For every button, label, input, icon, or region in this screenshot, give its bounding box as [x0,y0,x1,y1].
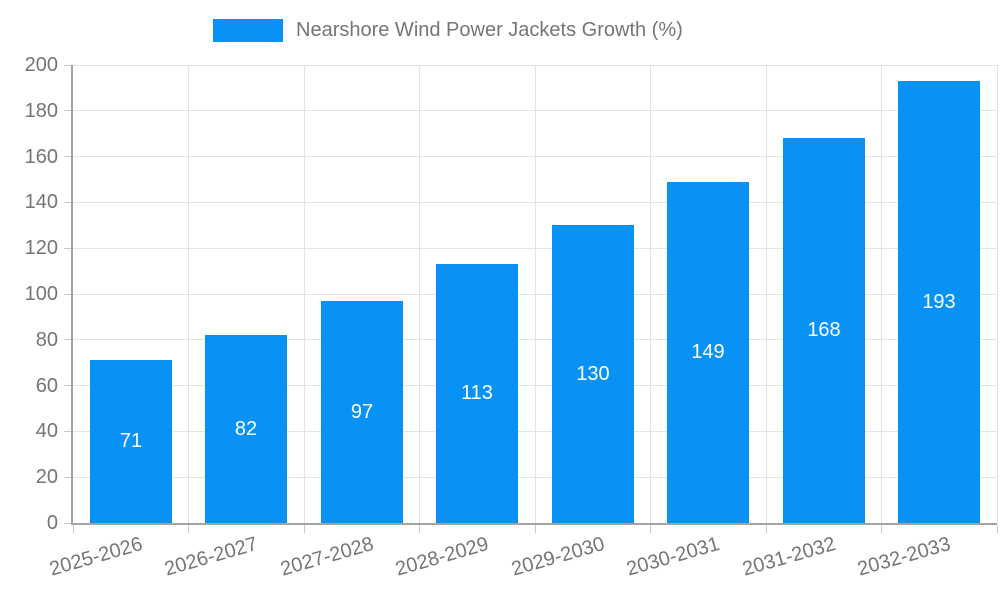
bar-2027-2028[interactable]: 97 [321,301,403,523]
y-axis-line [71,65,73,525]
x-tick [419,525,420,533]
y-tick [64,339,73,341]
y-tick [64,522,73,524]
legend-label: Nearshore Wind Power Jackets Growth (%) [296,19,683,41]
bar-value-label: 193 [922,290,956,313]
y-tick [64,293,73,295]
y-tick [64,430,73,432]
bar-value-label: 130 [576,362,610,385]
bar-2032-2033[interactable]: 193 [898,81,980,523]
x-axis-line [71,523,997,525]
y-tick-label: 180 [24,99,58,122]
x-tick [534,525,536,533]
bar-2026-2027[interactable]: 82 [205,335,287,523]
bar-value-label: 82 [234,417,258,440]
x-tick [303,525,305,533]
bar-2025-2026[interactable]: 71 [90,360,172,523]
bar-value-label: 149 [691,341,725,363]
bar-value-label: 71 [119,430,143,452]
y-tick-label: 100 [24,283,58,305]
bar-value-label: 97 [350,400,374,423]
bar-2031-2032[interactable]: 168 [783,138,865,523]
x-tick [881,525,882,533]
y-tick-label: 20 [35,466,58,489]
y-tick [64,110,73,112]
y-tick-label: 0 [46,512,58,534]
y-tick [64,385,73,387]
gridline-x [881,65,882,523]
gridline-x [765,65,767,523]
y-tick-label: 160 [24,145,58,168]
gridline-x [996,65,998,523]
legend-item[interactable]: Nearshore Wind Power Jackets Growth (%) [213,17,683,43]
bar-2028-2029[interactable]: 113 [436,264,518,523]
gridline-x [419,65,420,523]
y-tick [64,64,73,66]
y-tick-label: 140 [24,191,58,214]
x-tick [996,525,998,533]
x-tick [188,525,189,533]
gridline-x [650,65,651,523]
y-tick-label: 60 [35,374,58,397]
bar-value-label: 113 [461,382,493,404]
y-tick-label: 200 [24,54,58,76]
gridline-x [188,65,189,523]
y-tick-label: 40 [35,420,58,443]
legend-swatch [213,18,283,42]
y-tick-label: 120 [24,237,58,260]
y-tick [64,247,73,249]
bar-2030-2031[interactable]: 149 [667,182,749,523]
bar-2029-2030[interactable]: 130 [552,225,634,523]
x-tick [765,525,767,533]
y-tick [64,156,73,158]
y-tick-label: 80 [35,328,58,351]
y-tick [64,201,73,203]
gridline-x [534,65,536,523]
x-tick [72,525,74,533]
bar-value-label: 168 [807,319,841,341]
y-tick [64,476,73,478]
gridline-x [303,65,305,523]
x-tick [650,525,651,533]
